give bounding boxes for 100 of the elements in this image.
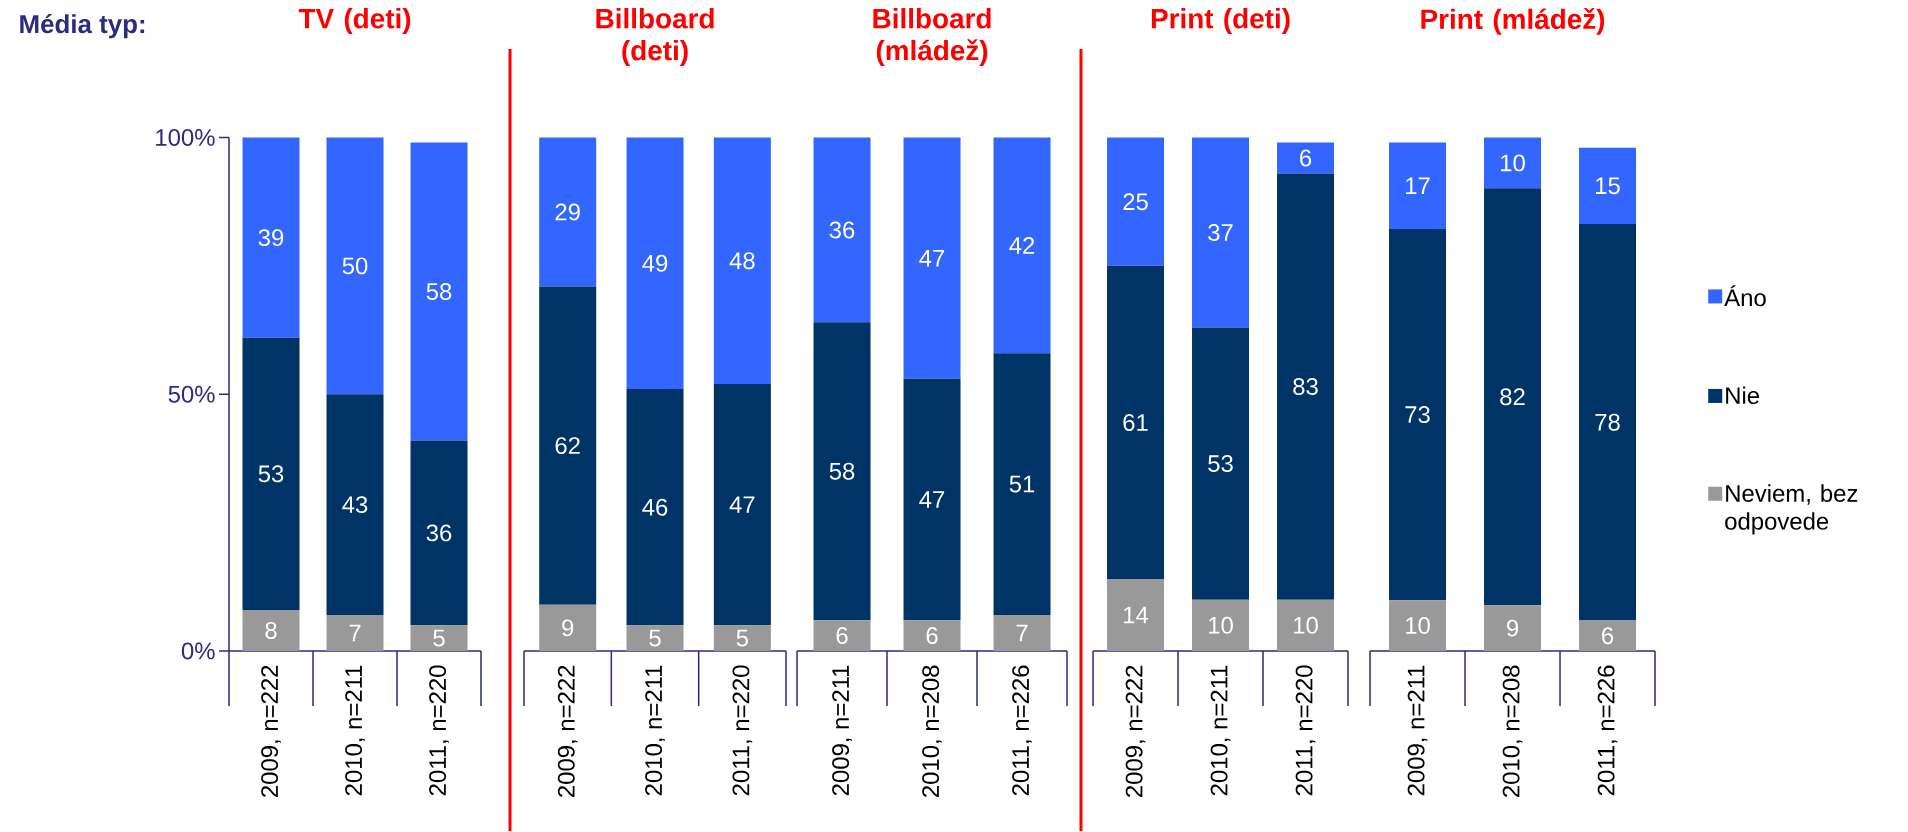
y-tick-label: 100% <box>156 128 215 146</box>
data-label: 73 <box>1405 405 1430 423</box>
x-tick-label: 2010, n=211 <box>345 665 365 795</box>
data-label: 37 <box>1208 223 1233 241</box>
x-tick-label: 2009, n=222 <box>1125 665 1146 797</box>
data-label: 61 <box>1123 413 1148 431</box>
data-label: 53 <box>1208 454 1233 472</box>
bar <box>242 337 300 610</box>
bar <box>1277 599 1335 651</box>
y-tick-label: 50% <box>168 385 215 403</box>
bar <box>626 388 684 626</box>
data-label: 5 <box>433 629 445 647</box>
data-label: 53 <box>258 465 284 483</box>
data-label: 43 <box>342 495 368 513</box>
data-label: 42 <box>1009 236 1035 254</box>
x-tick-label: 2010, n=211 <box>1210 665 1231 795</box>
bar <box>903 378 961 620</box>
x-tick-label: 2009, n=211 <box>832 665 852 795</box>
x-tick-label: 2010, n=208 <box>922 665 942 797</box>
data-label: 9 <box>562 619 574 637</box>
data-label: 5 <box>649 629 661 647</box>
bar <box>1389 142 1447 229</box>
bar <box>1389 228 1447 600</box>
data-label: 6 <box>926 626 938 644</box>
bar <box>626 137 684 389</box>
bar <box>539 604 597 651</box>
bar <box>713 383 771 626</box>
x-tick-label: 2011, n=220 <box>732 665 753 795</box>
bar <box>242 137 300 338</box>
data-label: 14 <box>1124 606 1149 624</box>
data-label: 49 <box>642 254 668 272</box>
bar <box>410 440 468 626</box>
bar <box>1484 604 1542 651</box>
data-label: 48 <box>729 252 755 269</box>
chart-title: Print (mládež) <box>1421 7 1605 35</box>
chart-title: Billboard (mládež) <box>873 7 991 66</box>
bar <box>813 137 871 323</box>
bar <box>1579 223 1637 621</box>
bar <box>410 625 468 651</box>
data-label: 10 <box>1406 616 1430 634</box>
data-label: 51 <box>1009 475 1035 493</box>
data-label: 50 <box>342 257 368 275</box>
bar <box>410 142 468 441</box>
bar <box>626 625 684 651</box>
data-label: 62 <box>555 436 580 454</box>
x-tick-label: 2010, n=211 <box>645 665 665 795</box>
data-label: 36 <box>829 221 855 239</box>
bar <box>993 352 1051 615</box>
chart-title: Print (deti) <box>1151 7 1290 34</box>
data-label: 8 <box>265 621 277 639</box>
bar <box>903 619 961 651</box>
legend-label: Áno <box>1724 285 1766 307</box>
data-label: 15 <box>1596 177 1620 194</box>
data-label: 5 <box>736 629 748 647</box>
data-label: 10 <box>1294 616 1318 634</box>
data-label: 29 <box>555 203 580 221</box>
data-label: 47 <box>729 496 755 513</box>
x-tick-label: 2009, n=211 <box>1407 665 1428 795</box>
bar <box>993 137 1051 353</box>
data-label: 82 <box>1500 388 1525 406</box>
data-label: 7 <box>1016 624 1028 641</box>
bar <box>993 614 1051 651</box>
chart-title: Billboard (deti) <box>596 7 714 66</box>
data-label: 83 <box>1293 377 1318 395</box>
y-tick-label: 0% <box>181 642 215 660</box>
bar <box>326 614 384 651</box>
data-label: 47 <box>919 491 945 508</box>
data-label: 47 <box>919 249 945 267</box>
bar <box>539 286 597 605</box>
x-tick-label: 2011, n=226 <box>1597 665 1618 795</box>
bar <box>813 322 871 620</box>
x-tick-label: 2011, n=220 <box>1295 665 1316 795</box>
text: Média typ: <box>20 13 145 39</box>
bar <box>1107 578 1165 651</box>
bar <box>242 609 300 651</box>
bar <box>1192 327 1250 600</box>
bar <box>813 619 871 651</box>
data-label: 10 <box>1501 154 1525 172</box>
bar <box>1277 142 1335 174</box>
bar <box>1579 147 1637 224</box>
x-tick-label: 2011, n=226 <box>1012 665 1032 795</box>
bar <box>1107 137 1165 266</box>
bar <box>1192 599 1250 651</box>
bar <box>1277 173 1335 600</box>
x-tick-label: 2009, n=222 <box>557 665 578 797</box>
chart-title: TV (deti) <box>298 7 411 34</box>
bar <box>903 137 961 379</box>
data-label: 36 <box>426 524 452 542</box>
bar <box>1579 620 1637 651</box>
bar <box>326 137 384 394</box>
bar <box>1192 137 1250 328</box>
data-label: 25 <box>1123 192 1148 210</box>
data-label: 17 <box>1406 177 1430 194</box>
bar <box>1107 265 1165 579</box>
bar <box>326 394 384 615</box>
data-label: 58 <box>426 282 452 300</box>
bar <box>1484 137 1542 189</box>
legend-label: Nie <box>1726 386 1760 404</box>
bar <box>713 137 771 384</box>
data-label: 9 <box>1507 619 1519 637</box>
